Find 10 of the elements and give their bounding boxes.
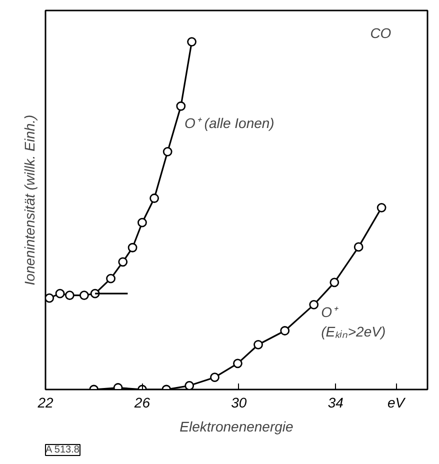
- x-tick-label: 22: [36, 394, 54, 410]
- series-label: O⁺ (alle Ionen): [184, 114, 274, 131]
- x-axis-title: Elektronenenergie: [180, 418, 294, 434]
- x-tick-label: eV: [388, 394, 406, 410]
- x-tick-label: 26: [133, 394, 150, 410]
- text: CO: [370, 24, 392, 41]
- y-axis-title: Ionenintensität (willk. Einh.): [22, 114, 38, 286]
- series-label: O⁺ (Eₖᵢₙ>2eV): [321, 304, 386, 340]
- x-tick-label: 30: [231, 394, 247, 410]
- x-tick-label: 34: [328, 394, 344, 410]
